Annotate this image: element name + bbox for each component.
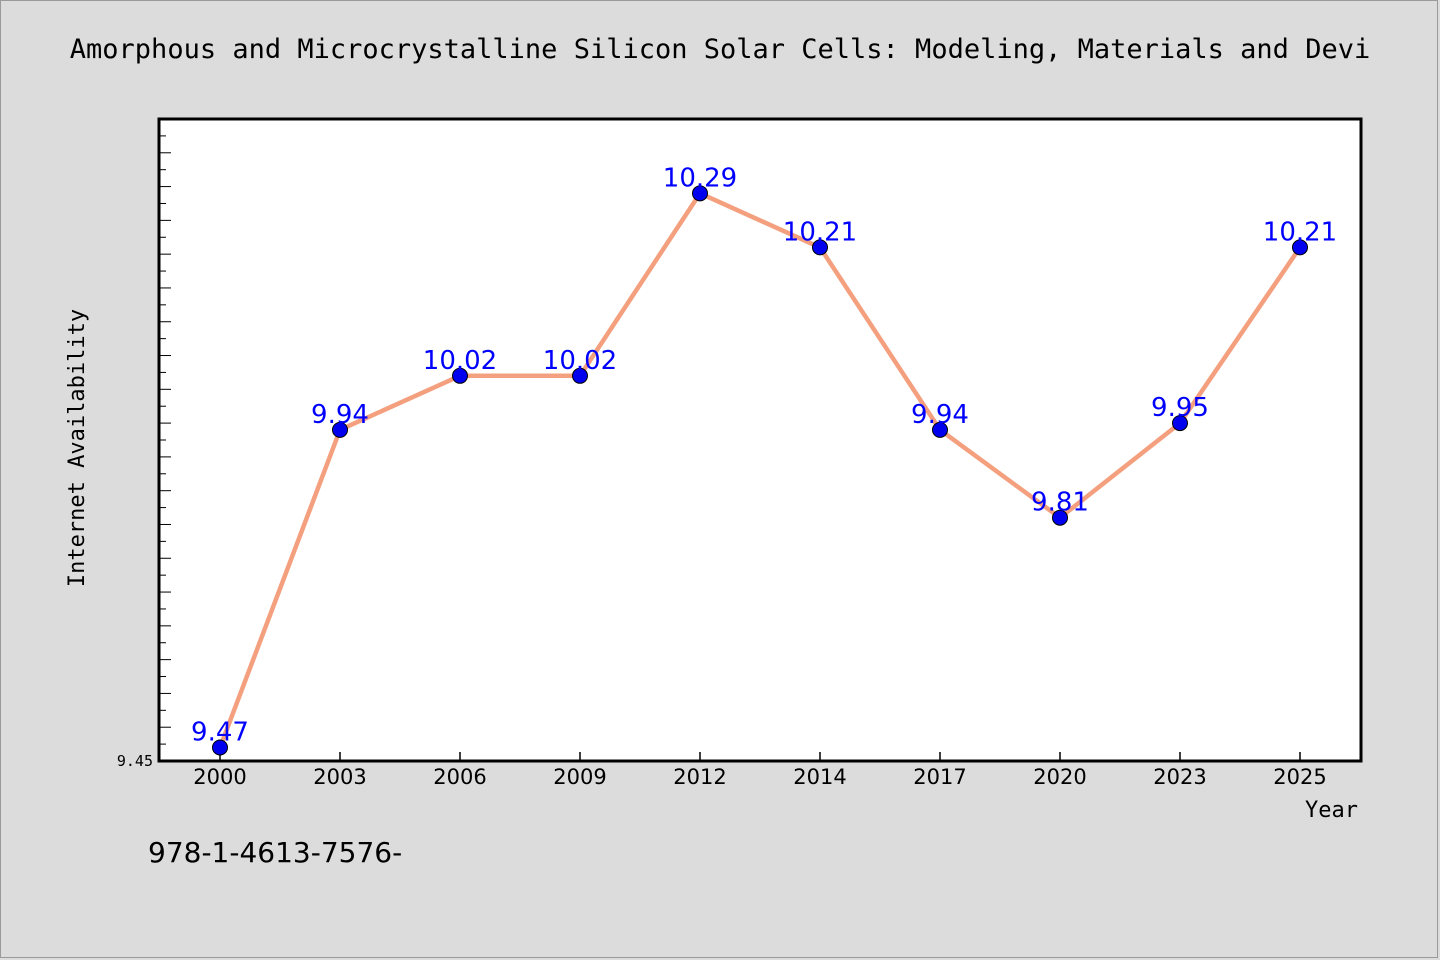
y-tick-label: 9.45 (117, 752, 153, 770)
data-point (812, 239, 828, 256)
data-label: 9.94 (911, 400, 969, 430)
data-point (1172, 415, 1188, 432)
y-axis-ticks: 9.45 (117, 752, 153, 770)
data-point (572, 367, 588, 384)
data-label: 9.95 (1151, 393, 1209, 423)
x-tick-label: 2023 (1153, 765, 1206, 789)
data-label: 10.21 (783, 217, 857, 247)
data-point (1052, 509, 1068, 526)
series-lines (217, 191, 1302, 749)
data-point (932, 421, 948, 438)
x-tick-label: 2025 (1273, 765, 1326, 789)
x-tick-label: 2006 (433, 765, 486, 789)
data-label: 10.21 (1263, 217, 1337, 247)
data-label: 9.94 (311, 400, 369, 430)
data-label: 9.81 (1031, 488, 1089, 518)
series-line (217, 191, 1302, 749)
series-points (212, 185, 1308, 756)
data-labels: 9.47 9.94 10.02 10.02 10.29 10.21 9.94 9.81 9.95… (191, 163, 1337, 747)
footer-isbn: 978-1-4613-7576- (148, 836, 403, 869)
data-point (212, 739, 228, 756)
x-axis-ticks: 2000 2003 2006 2009 2012 2014 2017 2020 2023 2025 (193, 752, 1327, 789)
chart-title: Amorphous and Microcrystalline Silicon S… (69, 34, 1371, 65)
x-tick-label: 2017 (913, 765, 966, 789)
y-axis-minor-ticks (159, 135, 171, 745)
data-label: 10.02 (423, 346, 497, 376)
data-point (692, 185, 708, 202)
plot-area (157, 117, 1363, 763)
x-tick-label: 2012 (673, 765, 726, 789)
data-label: 10.02 (543, 346, 617, 376)
x-tick-label: 2003 (313, 765, 366, 789)
data-point (452, 367, 468, 384)
x-tick-label: 2009 (553, 765, 606, 789)
data-label: 10.29 (663, 163, 737, 193)
x-tick-label: 2020 (1033, 765, 1086, 789)
x-tick-label: 2000 (193, 765, 246, 789)
data-label: 9.47 (191, 717, 249, 747)
y-axis-title: Internet Availability (65, 309, 90, 587)
x-tick-label: 2014 (793, 765, 846, 789)
data-point (1292, 239, 1308, 256)
data-point (332, 421, 348, 438)
x-axis-title: Year (1305, 798, 1358, 823)
